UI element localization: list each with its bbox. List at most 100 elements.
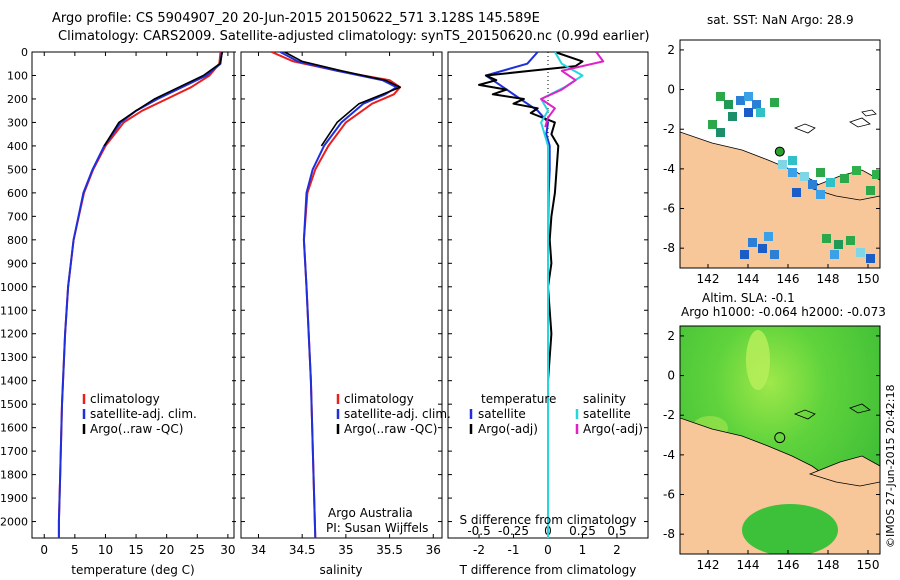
series-line-satellite-adj-clim- (57, 52, 223, 538)
x-tick-label: 30 (220, 543, 235, 557)
depth-tick-label: 700 (7, 210, 28, 223)
sst-pixel (778, 160, 787, 169)
sla-map (680, 326, 880, 554)
legend-argo: Argo(..raw -QC) (90, 422, 183, 436)
salinity-legend: climatology satellite-adj. clim. Argo(..… (336, 392, 451, 436)
depth-axis: 0 100 200 300 400 500 600 700 800 900 1000 1100 1200… (0, 46, 648, 529)
x-tick-label: 34 (251, 543, 266, 557)
salinity-xlabel: salinity (319, 563, 362, 577)
temperature-legend: climatology satellite-adj. clim. Argo(..… (82, 392, 197, 436)
map-y-tick-label: -8 (663, 241, 675, 255)
salinity-plot: 34 34.5 35 35.5 36 (251, 52, 441, 557)
imos-watermark: ©IMOS 27-Jun-2015 20:42:18 (884, 384, 897, 548)
x-tick-label: 35 (338, 543, 353, 557)
sst-pixel (708, 120, 717, 129)
pi-text: PI: Susan Wijffels (326, 521, 428, 535)
sst-map-title: sat. SST: NaN Argo: 28.9 (707, 13, 854, 27)
depth-tick-label: 300 (7, 116, 28, 129)
map-y-tick-label: -2 (663, 122, 675, 136)
sla-map-ticks: 142 144 146 148 150 2 0 -2 -4 -6 -8 (663, 329, 880, 572)
map-x-tick-label: 146 (777, 272, 800, 286)
sst-pixel (816, 168, 825, 177)
x-tick-label: 34.5 (289, 543, 316, 557)
legend-t-sat: satellite (478, 407, 526, 421)
legend-sal-title: salinity (583, 392, 626, 406)
x-tick-label: 1 (579, 543, 587, 557)
sla-map-title1: Altim. SLA: -0.1 (702, 291, 795, 305)
top-tick-label: -0.25 (498, 524, 529, 538)
sst-pixel (822, 234, 831, 243)
depth-tick-label: 1100 (0, 304, 28, 317)
sst-pixel (826, 178, 835, 187)
sst-pixel (856, 248, 865, 257)
difference-plot: -2 -1 0 1 2-0.5 -0.25 0 0.25 0.5 (467, 52, 627, 557)
map-y-tick-label: -8 (663, 527, 675, 541)
header-line2: Climatology: CARS2009. Satellite-adjuste… (58, 29, 650, 44)
series-line-salinity-satellite (540, 52, 584, 538)
sst-pixel (816, 190, 825, 199)
sst-pixel (744, 92, 753, 101)
salinity-panel (240, 51, 443, 539)
depth-tick-label: 1000 (0, 281, 28, 294)
map-x-tick-label: 146 (777, 558, 800, 572)
x-tick-label: 0 (544, 543, 552, 557)
credit-text: Argo Australia (328, 506, 413, 520)
sal-legend-argo: Argo(..raw -QC) (344, 422, 437, 436)
sst-pixel (788, 156, 797, 165)
series-line-argo-raw-qc- (103, 52, 224, 147)
argo-position-marker (774, 146, 785, 157)
x-tick-label: 5 (71, 543, 79, 557)
top-tick-label: 0.25 (569, 524, 596, 538)
depth-tick-label: 400 (7, 140, 28, 153)
legend-temp-title: temperature (481, 392, 556, 406)
depth-tick-label: 2000 (0, 516, 28, 529)
sst-pixel (716, 128, 725, 137)
sst-pixel (792, 188, 801, 197)
x-tick-label: 36 (426, 543, 441, 557)
depth-tick-label: 1800 (0, 469, 28, 482)
map-x-tick-label: 148 (817, 558, 840, 572)
x-tick-label: -2 (473, 543, 485, 557)
sal-legend-clim: climatology (344, 392, 414, 406)
depth-tick-label: 1200 (0, 328, 28, 341)
sst-pixel (758, 244, 767, 253)
x-tick-label: 10 (98, 543, 113, 557)
sst-pixel (736, 96, 745, 105)
sst-pixel (808, 180, 817, 189)
depth-tick-label: 200 (7, 93, 28, 106)
depth-tick-label: 900 (7, 257, 28, 270)
map-x-tick-label: 144 (737, 558, 760, 572)
top-tick-label: -0.5 (467, 524, 490, 538)
header-line1: Argo profile: CS 5904907_20 20-Jun-2015 … (52, 11, 540, 26)
legend-s-argo: Argo(-adj) (583, 422, 643, 436)
series-group (57, 52, 224, 538)
map-x-tick-label: 150 (857, 558, 880, 572)
legend-sat: satellite-adj. clim. (90, 407, 197, 421)
sst-pixels (708, 92, 880, 263)
temperature-panel (31, 51, 235, 539)
x-tick-label: 35.5 (376, 543, 403, 557)
series-line-salinity-argo-adj- (540, 52, 605, 128)
difference-legend: temperature salinity satellite Argo(-adj… (469, 392, 643, 436)
map-y-tick-label: -2 (663, 408, 675, 422)
sst-pixel (748, 238, 757, 247)
series-line-argo-raw-qc- (284, 52, 401, 147)
x-tick-label: 0 (40, 543, 48, 557)
series-group (271, 52, 402, 538)
difference-top-xlabel: S difference from climatology (460, 513, 637, 527)
sst-pixel (770, 250, 779, 259)
depth-tick-label: 1700 (0, 445, 28, 458)
depth-tick-label: 800 (7, 234, 28, 247)
sst-pixel (866, 186, 875, 195)
sst-pixel (834, 240, 843, 249)
x-tick-label: -1 (508, 543, 520, 557)
map-x-tick-label: 144 (737, 272, 760, 286)
depth-tick-label: 1600 (0, 422, 28, 435)
x-tick-label: 20 (159, 543, 174, 557)
map-y-tick-label: -4 (663, 162, 675, 176)
depth-tick-label: 0 (21, 46, 28, 59)
legend-clim: climatology (90, 392, 160, 406)
argo-position-marker-2 (774, 432, 786, 444)
depth-tick-label: 600 (7, 187, 28, 200)
sst-pixel (840, 174, 849, 183)
